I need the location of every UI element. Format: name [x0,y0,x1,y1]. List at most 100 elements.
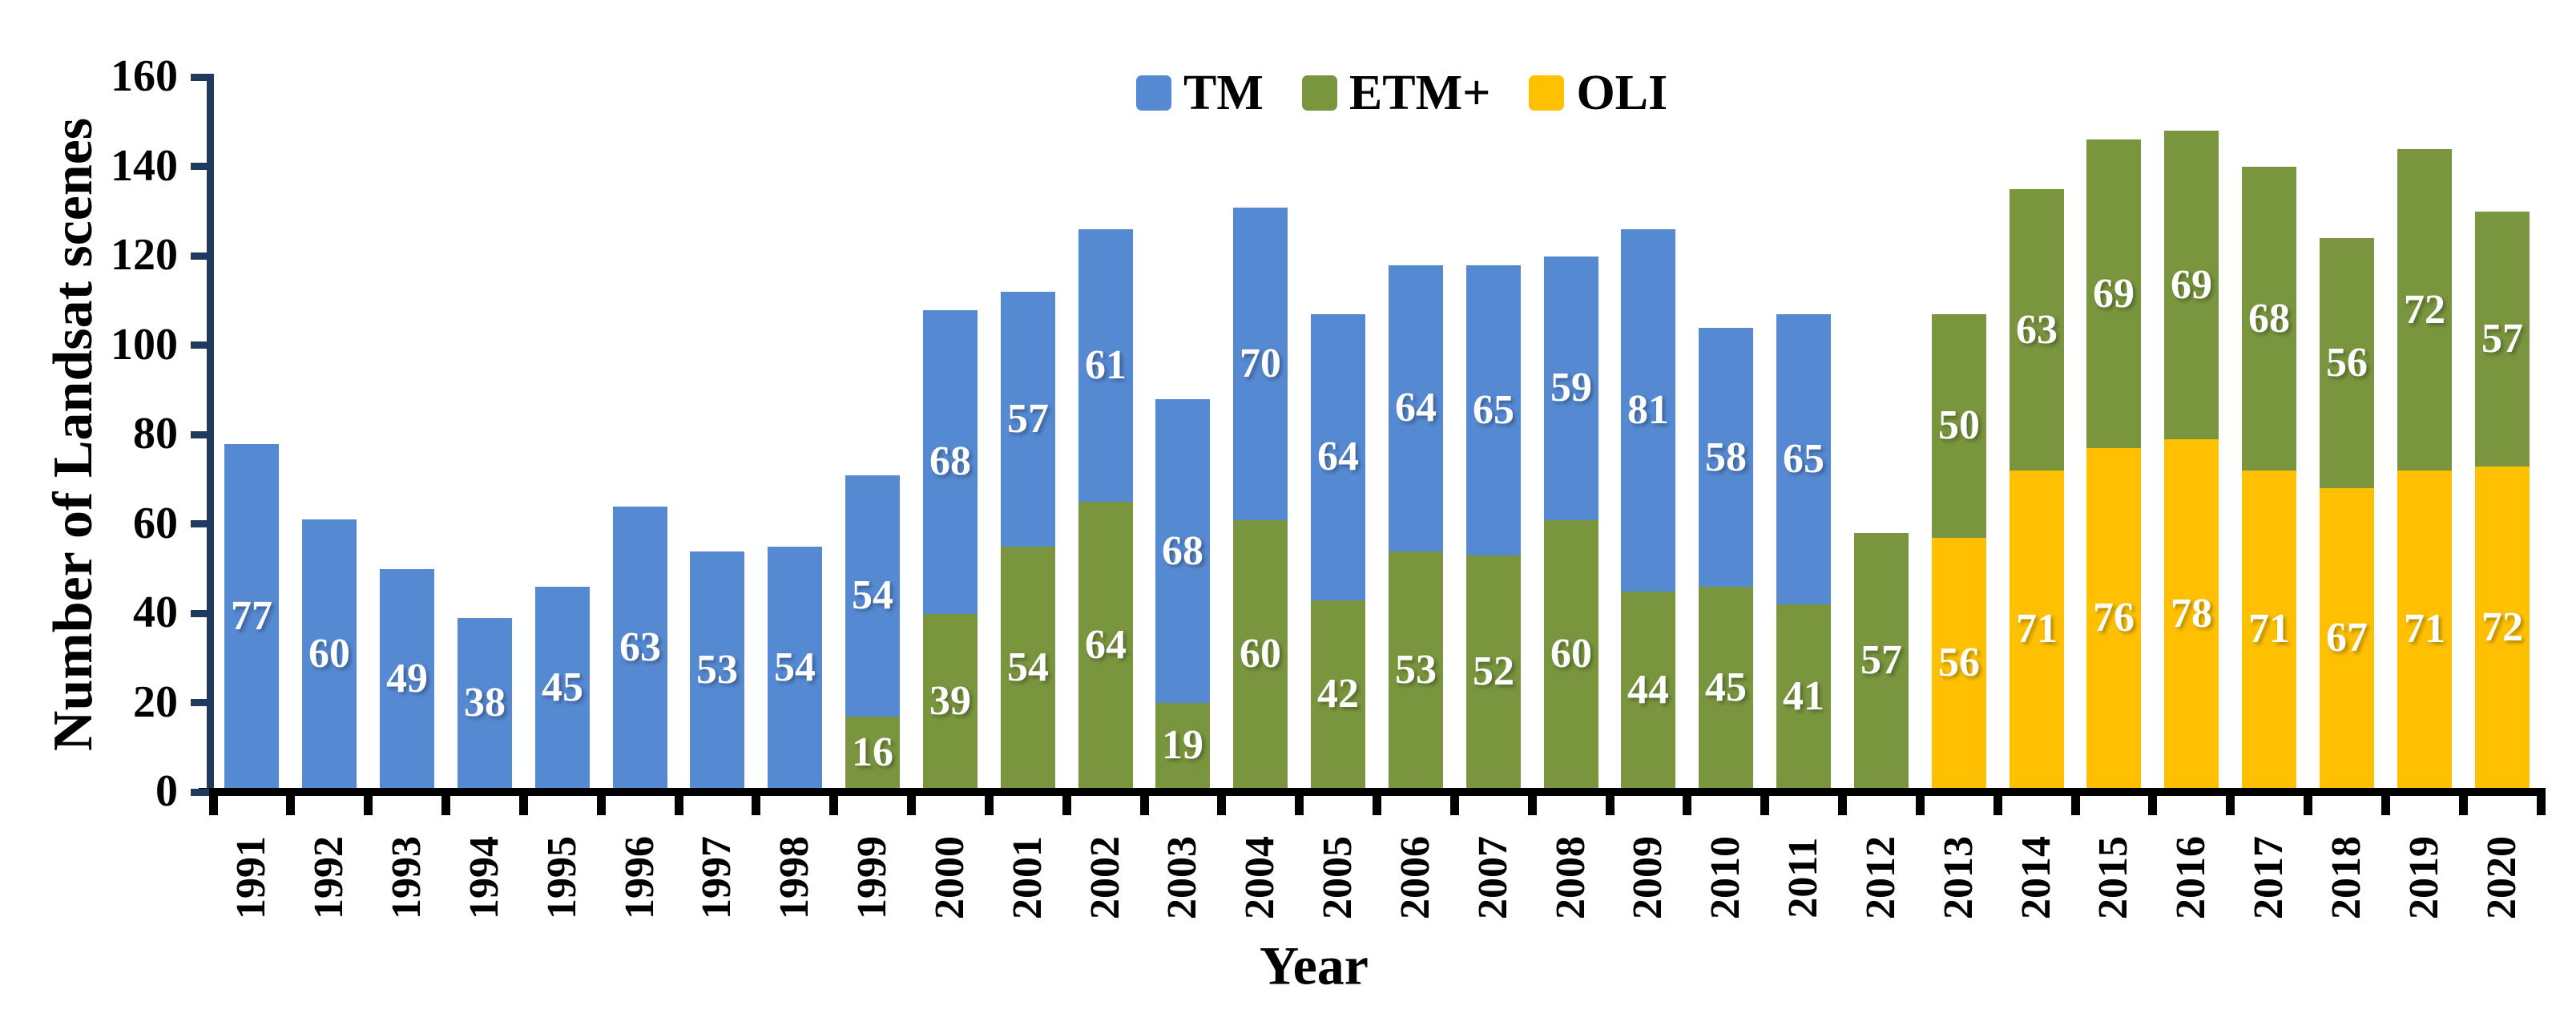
x-tick-mark [209,788,218,815]
x-tick-mark [2459,788,2468,815]
bar-segment-etm+-2007: 52 [1466,555,1521,788]
x-tick-mark [1373,788,1381,815]
x-tick-mark [985,788,994,815]
bar-value-label: 70 [1240,340,1281,386]
x-tick-label-1995: 1995 [539,836,585,919]
bar-value-label: 68 [929,438,971,485]
x-tick-mark [2537,788,2546,815]
y-tick-mark-20 [191,699,213,706]
legend-swatch-oli [1529,75,1565,111]
y-tick-label-80: 80 [133,408,178,458]
y-tick-mark-80 [191,431,213,438]
bar-segment-tm-1996: 63 [613,507,667,788]
bar-value-label: 71 [2404,606,2445,652]
x-tick-label-1997: 1997 [694,836,740,919]
legend-label-etm+: ETM+ [1348,66,1491,120]
bar-segment-etm+-2005: 42 [1311,600,1365,788]
y-tick-label-120: 120 [111,229,178,280]
bar-segment-tm-1997: 53 [690,551,744,788]
bar-segment-etm+-2013: 50 [1932,313,1986,538]
bar-segment-oli-2020: 72 [2475,467,2530,788]
bar-value-label: 52 [1473,648,1514,694]
bar-value-label: 69 [2171,261,2212,308]
bar-value-label: 60 [1550,630,1592,677]
bar-segment-etm+-2020: 57 [2475,211,2530,467]
bar-value-label: 54 [1007,644,1049,690]
y-tick-mark-60 [191,520,213,527]
bar-segment-tm-2006: 64 [1389,265,1443,551]
x-tick-label-2008: 2008 [1548,836,1594,919]
bar-value-label: 72 [2481,604,2523,650]
bar-segment-tm-2010: 58 [1699,328,1753,588]
legend-item-tm: TM [1136,68,1264,118]
y-tick-label-100: 100 [111,319,178,370]
x-tick-mark [752,788,760,815]
x-tick-label-2014: 2014 [2014,836,2059,919]
legend-item-etm+: ETM+ [1301,66,1491,120]
bar-segment-tm-2007: 65 [1466,265,1521,556]
bar-value-label: 38 [464,680,506,725]
x-tick-label-2001: 2001 [1005,836,1050,919]
x-tick-label-2002: 2002 [1082,836,1128,919]
legend-swatch-etm+ [1301,75,1337,111]
y-tick-label-140: 140 [111,140,178,191]
x-tick-mark [1450,788,1459,815]
bar-segment-tm-2001: 57 [1001,291,1055,547]
bar-segment-oli-2016: 78 [2164,439,2219,788]
bar-segment-etm+-2008: 60 [1544,519,1598,788]
x-tick-mark [2071,788,2080,815]
x-tick-mark [286,788,295,815]
bar-value-label: 53 [696,646,738,693]
x-tick-mark [597,788,606,815]
bar-value-label: 50 [1938,402,1980,449]
y-tick-label-60: 60 [133,498,178,548]
legend-label-tm: TM [1183,66,1264,120]
bar-value-label: 54 [852,572,893,619]
x-tick-label-2020: 2020 [2479,836,2525,919]
bar-segment-etm+-2017: 68 [2242,167,2296,471]
bar-value-label: 69 [2093,270,2135,317]
x-tick-mark [1217,788,1226,815]
bar-value-label: 41 [1783,673,1824,719]
x-axis-line [199,788,2543,796]
bar-segment-tm-1998: 54 [768,547,822,788]
bar-value-label: 68 [1162,527,1203,574]
bar-segment-tm-1991: 77 [224,444,279,788]
bar-value-label: 64 [1395,385,1437,431]
bar-segment-tm-1999: 54 [845,475,900,717]
x-tick-label-2018: 2018 [2324,836,2369,919]
legend-item-oli: OLI [1529,68,1667,118]
bar-value-label: 65 [1473,387,1514,434]
x-tick-mark [1606,788,1615,815]
bar-value-label: 63 [2016,306,2058,353]
bar-value-label: 64 [1317,434,1359,480]
legend: TM ETM+ OLI [1136,68,1667,118]
x-tick-mark [829,788,838,815]
bar-value-label: 60 [308,630,350,677]
y-axis-title: Number of Landsat scenes [42,117,104,752]
x-tick-label-2017: 2017 [2246,836,2292,919]
bar-value-label: 72 [2404,286,2445,333]
bar-segment-tm-1992: 60 [302,519,357,788]
x-tick-label-2006: 2006 [1393,836,1438,919]
bar-value-label: 57 [1007,395,1049,442]
bar-segment-tm-1994: 38 [458,618,512,788]
bar-value-label: 45 [1705,664,1747,710]
x-tick-label-1999: 1999 [849,836,895,919]
x-tick-mark [1062,788,1071,815]
bar-segment-tm-2000: 68 [923,309,978,614]
bar-segment-tm-1995: 45 [535,587,590,788]
bar-segment-etm+-2009: 44 [1621,592,1675,788]
bar-value-label: 71 [2016,606,2058,652]
bar-segment-tm-2009: 81 [1621,228,1675,592]
bar-value-label: 54 [774,644,816,690]
x-tick-label-1998: 1998 [772,836,817,919]
bar-value-label: 19 [1162,722,1203,768]
x-tick-mark [364,788,373,815]
x-tick-label-2004: 2004 [1237,836,1283,919]
bar-value-label: 77 [231,592,272,639]
bar-segment-oli-2018: 67 [2320,488,2374,788]
bar-segment-tm-2008: 59 [1544,256,1598,520]
x-tick-mark [1916,788,1925,815]
x-tick-label-2012: 2012 [1858,836,1904,919]
